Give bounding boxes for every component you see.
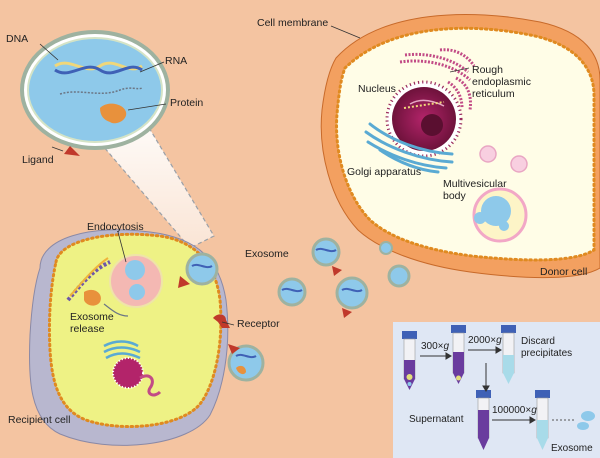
receptor-label: Receptor <box>237 318 280 330</box>
exosome-vesicle <box>227 344 265 382</box>
recipient-dna <box>66 260 111 302</box>
exosome-vesicle <box>277 277 307 307</box>
exosome-result-label: Exosome <box>551 443 593 454</box>
rna-label: RNA <box>165 55 188 67</box>
rough-er-line: Rough <box>472 64 503 76</box>
leader-lines <box>39 25 470 326</box>
protein-label: Protein <box>170 97 204 109</box>
exosome-vesicle <box>335 276 369 318</box>
rough-er-line: reticulum <box>472 88 515 101</box>
ligand-label: Ligand <box>22 154 54 166</box>
discard-line: Discard <box>521 336 555 347</box>
recipient-er <box>139 374 162 397</box>
zoomed-exosome <box>20 30 170 156</box>
recipient-cell <box>28 229 229 446</box>
recipient-cytoplasm <box>47 232 223 429</box>
recipient-golgi <box>103 340 141 360</box>
multivesicular-body <box>472 187 528 243</box>
donor-cell <box>320 13 600 279</box>
step3-label: 100000×g <box>492 405 537 417</box>
centrifugation-tubes <box>402 325 595 450</box>
centrifugation-panel <box>393 322 600 458</box>
rough-er-line: endoplasmic <box>472 76 531 89</box>
process-arrows <box>420 346 574 424</box>
vesicle <box>479 145 497 163</box>
recipient-nucleus <box>112 357 144 389</box>
recipient-cell-label: Recipient cell <box>8 414 71 426</box>
supernatant-label: Supernatant <box>409 414 464 425</box>
exosome-pellet <box>581 411 595 421</box>
nucleus <box>385 80 463 158</box>
zoom-cone <box>102 115 215 249</box>
endocytosis-label: Endocytosis <box>87 221 144 233</box>
dna-label: DNA <box>6 33 29 45</box>
recipient-rna <box>103 303 129 317</box>
exosome-release-line: Exosome <box>70 311 114 323</box>
exosome-release-label: Exosome release <box>70 311 114 335</box>
discard-label: Discard precipitates <box>521 336 572 359</box>
recipient-dna <box>69 257 109 297</box>
exosome-vesicle <box>178 252 219 288</box>
mvb-line: body <box>443 190 466 203</box>
exosome-release-line: release <box>70 323 105 336</box>
step2-speed: 2000× <box>468 335 497 346</box>
donor-cell-label: Donor cell <box>540 266 588 278</box>
recipient-protein <box>84 289 101 306</box>
mvb-line: Multivesicular <box>443 178 507 190</box>
step3-speed: 100000× <box>492 405 532 416</box>
exosome-label: Exosome <box>245 248 289 260</box>
step2-g: g <box>496 335 502 346</box>
donor-cell-cytoplasm <box>335 26 596 262</box>
step1-speed: 300× <box>421 341 444 352</box>
step2-label: 2000×g <box>468 335 502 347</box>
centrifuge-tube <box>501 325 516 384</box>
golgi <box>364 122 454 174</box>
centrifuge-tube <box>451 325 466 384</box>
centrifuge-tube <box>535 390 550 450</box>
exosomes <box>178 237 411 382</box>
endosome <box>109 254 163 308</box>
exosome-vesicle <box>311 237 342 276</box>
receptor-protein <box>213 314 230 328</box>
discard-line: precipitates <box>521 347 573 359</box>
rough-er-label: Rough endoplasmic reticulum <box>472 64 531 100</box>
cell-membrane-label: Cell membrane <box>257 17 329 29</box>
step1-label: 300×g <box>421 341 449 353</box>
nucleus-label: Nucleus <box>358 83 396 95</box>
exosome-pellet <box>577 422 589 430</box>
centrifuge-tube <box>402 331 417 390</box>
exosome-vesicle <box>387 264 411 288</box>
centrifuge-tube <box>476 390 491 450</box>
golgi-label: Golgi apparatus <box>347 166 422 178</box>
step1-g: g <box>443 341 450 352</box>
rough-er <box>399 48 476 111</box>
multivesicular-body-label: Multivesicular body <box>443 178 507 202</box>
step3-g: g <box>531 405 537 416</box>
vesicle <box>510 155 528 173</box>
exosome-vesicle <box>379 241 393 255</box>
